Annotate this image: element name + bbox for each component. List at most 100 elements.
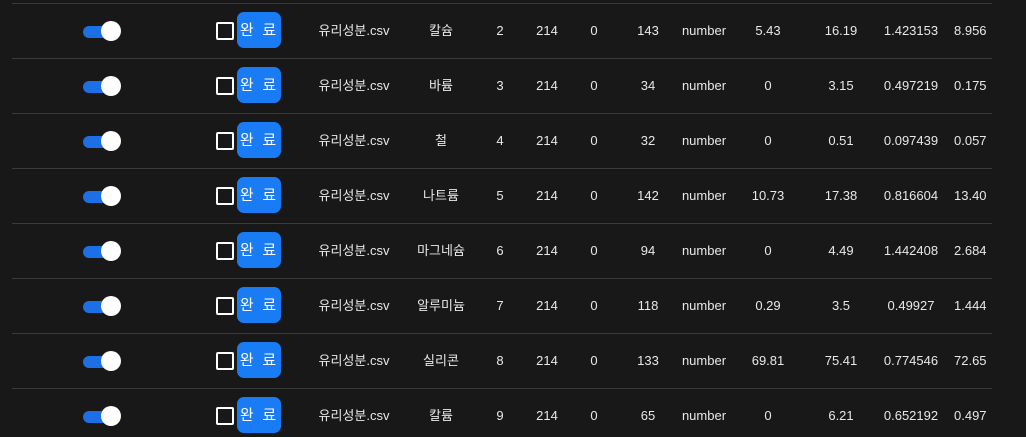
table-row: 완 료 유리성분.csv 실리콘 8 214 0 133 number 69.81 75.41 0.… xyxy=(12,334,992,389)
row-column-name: 바륨 xyxy=(429,78,453,93)
table-row: 완 료 유리성분.csv 철 4 214 0 32 number 0 0.51 0.097439 0.… xyxy=(12,114,992,169)
row-count: 214 xyxy=(536,408,558,423)
done-button[interactable]: 완 료 xyxy=(237,122,281,158)
toggle-knob xyxy=(101,186,121,206)
row-type: number xyxy=(681,243,727,258)
row-column-index: 4 xyxy=(496,133,504,148)
row-column-name: 나트륨 xyxy=(423,188,459,203)
row-unique: 133 xyxy=(637,353,659,368)
row-column-name: 알루미늄 xyxy=(417,298,465,313)
row-mean: 8.956 xyxy=(954,23,987,38)
row-std: 0.774546 xyxy=(883,353,939,368)
row-column-name: 실리콘 xyxy=(423,353,459,368)
row-column-index: 3 xyxy=(496,78,504,93)
row-max: 6.21 xyxy=(828,408,854,423)
row-count: 214 xyxy=(536,78,558,93)
row-missing: 0 xyxy=(590,408,598,423)
row-missing: 0 xyxy=(590,78,598,93)
row-count: 214 xyxy=(536,298,558,313)
row-column-name: 철 xyxy=(435,133,447,148)
row-count: 214 xyxy=(536,243,558,258)
row-min: 0 xyxy=(764,133,772,148)
row-type: number xyxy=(681,133,727,148)
row-checkbox[interactable] xyxy=(216,297,234,315)
row-checkbox[interactable] xyxy=(216,187,234,205)
toggle-switch[interactable] xyxy=(83,131,121,151)
row-mean: 72.65 xyxy=(954,353,987,368)
row-mean: 0.497 xyxy=(954,408,987,423)
row-file-name: 유리성분.csv xyxy=(318,23,390,38)
row-file-name: 유리성분.csv xyxy=(318,78,390,93)
row-min: 0 xyxy=(764,78,772,93)
row-column-name: 칼슘 xyxy=(429,23,453,38)
row-std: 0.49927 xyxy=(887,298,935,313)
toggle-knob xyxy=(101,406,121,426)
done-button[interactable]: 완 료 xyxy=(237,232,281,268)
row-column-index: 6 xyxy=(496,243,504,258)
row-unique: 65 xyxy=(640,408,656,423)
toggle-switch[interactable] xyxy=(83,186,121,206)
row-std: 0.816604 xyxy=(883,188,939,203)
row-missing: 0 xyxy=(590,298,598,313)
toggle-knob xyxy=(101,296,121,316)
row-checkbox[interactable] xyxy=(216,242,234,260)
row-std: 0.652192 xyxy=(883,408,939,423)
row-checkbox[interactable] xyxy=(216,132,234,150)
table-row: 완 료 유리성분.csv 알루미늄 7 214 0 118 number 0.29 3.5 0.49… xyxy=(12,279,992,334)
row-checkbox[interactable] xyxy=(216,407,234,425)
row-unique: 142 xyxy=(637,188,659,203)
toggle-switch[interactable] xyxy=(83,76,121,96)
row-file-name: 유리성분.csv xyxy=(318,298,390,313)
row-unique: 34 xyxy=(640,78,656,93)
row-min: 0.29 xyxy=(755,298,781,313)
row-column-index: 7 xyxy=(496,298,504,313)
row-min: 0 xyxy=(764,243,772,258)
row-file-name: 유리성분.csv xyxy=(318,408,390,423)
row-max: 75.41 xyxy=(824,353,858,368)
row-count: 214 xyxy=(536,188,558,203)
row-min: 5.43 xyxy=(755,23,781,38)
done-button[interactable]: 완 료 xyxy=(237,177,281,213)
toggle-knob xyxy=(101,21,121,41)
row-type: number xyxy=(681,23,727,38)
row-std: 0.497219 xyxy=(883,78,939,93)
row-unique: 118 xyxy=(637,298,659,313)
done-button[interactable]: 완 료 xyxy=(237,342,281,378)
toggle-switch[interactable] xyxy=(83,241,121,261)
toggle-knob xyxy=(101,241,121,261)
row-type: number xyxy=(681,353,727,368)
row-column-name: 마그네슘 xyxy=(417,243,465,258)
row-type: number xyxy=(681,78,727,93)
row-column-index: 2 xyxy=(496,23,504,38)
row-column-index: 5 xyxy=(496,188,504,203)
row-std: 1.423153 xyxy=(883,23,939,38)
table-row: 완 료 유리성분.csv 칼륨 9 214 0 65 number 0 6.21 0.652192 0… xyxy=(12,389,992,437)
row-min: 69.81 xyxy=(751,353,785,368)
toggle-switch[interactable] xyxy=(83,406,121,426)
row-checkbox[interactable] xyxy=(216,352,234,370)
table-row: 완 료 유리성분.csv 나트륨 5 214 0 142 number 10.73 17.38 0.… xyxy=(12,169,992,224)
row-unique: 143 xyxy=(637,23,659,38)
row-mean: 2.684 xyxy=(954,243,987,258)
done-button[interactable]: 완 료 xyxy=(237,287,281,323)
row-column-index: 8 xyxy=(496,353,504,368)
row-max: 3.15 xyxy=(828,78,854,93)
toggle-switch[interactable] xyxy=(83,351,121,371)
table-row: 완 료 유리성분.csv 마그네슘 6 214 0 94 number 0 4.49 1.44240… xyxy=(12,224,992,279)
row-max: 3.5 xyxy=(831,298,851,313)
row-mean: 0.057 xyxy=(954,133,987,148)
toggle-switch[interactable] xyxy=(83,21,121,41)
row-mean: 1.444 xyxy=(954,298,987,313)
row-max: 0.51 xyxy=(828,133,854,148)
row-mean: 0.175 xyxy=(954,78,987,93)
row-checkbox[interactable] xyxy=(216,22,234,40)
done-button[interactable]: 완 료 xyxy=(237,397,281,433)
row-mean: 13.40 xyxy=(954,188,987,203)
toggle-switch[interactable] xyxy=(83,296,121,316)
done-button[interactable]: 완 료 xyxy=(237,12,281,48)
row-checkbox[interactable] xyxy=(216,77,234,95)
done-button[interactable]: 완 료 xyxy=(237,67,281,103)
row-type: number xyxy=(681,408,727,423)
row-count: 214 xyxy=(536,353,558,368)
